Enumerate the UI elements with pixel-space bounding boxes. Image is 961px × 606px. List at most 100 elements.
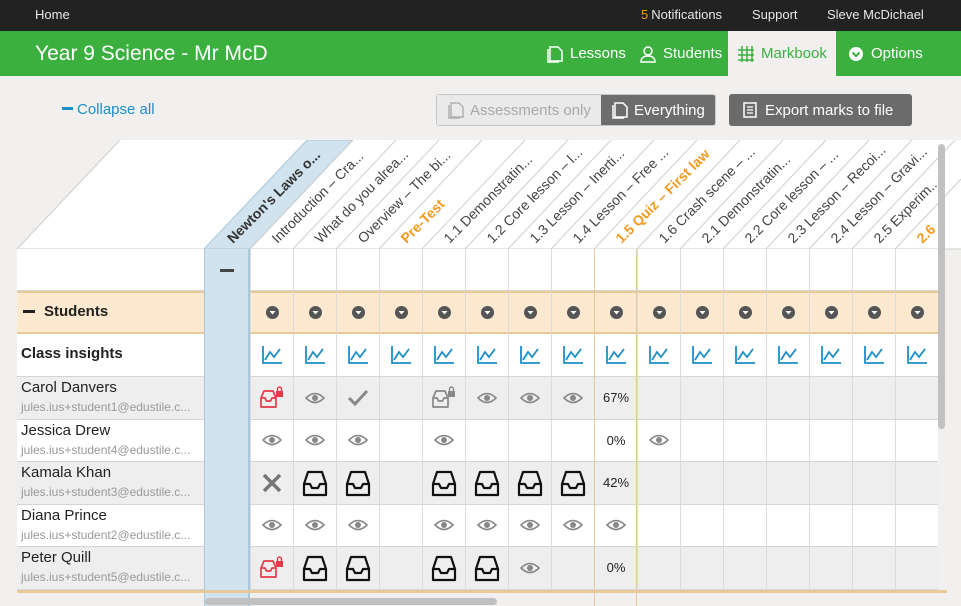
mark-cell[interactable]: [766, 504, 809, 547]
column-dropdown[interactable]: [594, 291, 637, 334]
class-insights-button[interactable]: [594, 334, 637, 377]
mark-cell[interactable]: [508, 462, 551, 505]
mark-cell[interactable]: [293, 419, 336, 462]
column-dropdown[interactable]: [336, 291, 379, 334]
mark-cell[interactable]: [293, 547, 336, 590]
mark-cell[interactable]: [422, 547, 465, 590]
mark-cell[interactable]: [293, 462, 336, 505]
mark-cell[interactable]: [422, 377, 465, 420]
mark-cell[interactable]: [809, 377, 852, 420]
mark-cell[interactable]: [852, 504, 895, 547]
mark-cell[interactable]: [680, 462, 723, 505]
vertical-scrollbar[interactable]: [938, 144, 945, 429]
column-dropdown[interactable]: [680, 291, 723, 334]
class-insights-button[interactable]: [379, 334, 422, 377]
support-link[interactable]: Support: [752, 7, 798, 22]
column-dropdown[interactable]: [852, 291, 895, 334]
mark-cell[interactable]: [379, 419, 422, 462]
class-insights-button[interactable]: [895, 334, 938, 377]
column-dropdown[interactable]: [637, 291, 680, 334]
mark-cell[interactable]: [336, 419, 379, 462]
mark-cell[interactable]: [852, 547, 895, 590]
mark-cell[interactable]: [895, 377, 938, 420]
mark-cell[interactable]: [809, 504, 852, 547]
mark-cell[interactable]: [809, 419, 852, 462]
student-row-label[interactable]: Carol Danvers jules.ius+student1@edustile…: [17, 377, 204, 420]
class-insights-button[interactable]: [422, 334, 465, 377]
class-insights-button[interactable]: [250, 334, 293, 377]
mark-cell[interactable]: [250, 377, 293, 420]
mark-cell[interactable]: [895, 419, 938, 462]
column-dropdown[interactable]: [293, 291, 336, 334]
everything-button[interactable]: Everything: [601, 95, 715, 125]
mark-cell[interactable]: [551, 419, 594, 462]
mark-cell[interactable]: [336, 377, 379, 420]
student-row-label[interactable]: Peter Quill jules.ius+student5@edustile.c…: [17, 547, 204, 590]
mark-cell[interactable]: [465, 462, 508, 505]
tab-options[interactable]: Options: [838, 31, 932, 76]
mark-cell[interactable]: [637, 547, 680, 590]
notifications-link[interactable]: 5 Notifications: [641, 7, 722, 22]
mark-cell[interactable]: [723, 547, 766, 590]
mark-cell[interactable]: [250, 547, 293, 590]
tab-lessons[interactable]: Lessons: [537, 31, 635, 76]
mark-cell[interactable]: [508, 504, 551, 547]
class-insights-button[interactable]: [508, 334, 551, 377]
class-insights-button[interactable]: [723, 334, 766, 377]
class-insights-button[interactable]: [680, 334, 723, 377]
mark-cell[interactable]: [336, 504, 379, 547]
horizontal-scrollbar[interactable]: [205, 598, 497, 605]
mark-cell[interactable]: [508, 547, 551, 590]
mark-cell[interactable]: [465, 377, 508, 420]
mark-cell[interactable]: [852, 419, 895, 462]
export-marks-button[interactable]: Export marks to file: [729, 94, 912, 126]
mark-cell[interactable]: [852, 377, 895, 420]
column-dropdown[interactable]: [465, 291, 508, 334]
score-cell[interactable]: 67%: [594, 377, 637, 420]
mark-cell[interactable]: [293, 377, 336, 420]
mark-cell[interactable]: [551, 462, 594, 505]
mark-cell[interactable]: [766, 462, 809, 505]
mark-cell[interactable]: [379, 547, 422, 590]
mark-cell[interactable]: [422, 419, 465, 462]
mark-cell[interactable]: [723, 504, 766, 547]
home-link[interactable]: Home: [35, 7, 70, 22]
mark-cell[interactable]: [809, 547, 852, 590]
mark-cell[interactable]: [250, 504, 293, 547]
mark-cell[interactable]: [336, 462, 379, 505]
mark-cell[interactable]: [508, 377, 551, 420]
class-insights-button[interactable]: [551, 334, 594, 377]
mark-cell[interactable]: [465, 547, 508, 590]
column-dropdown[interactable]: [250, 291, 293, 334]
score-cell[interactable]: 0%: [594, 419, 637, 462]
column-dropdown[interactable]: [809, 291, 852, 334]
class-insights-button[interactable]: [637, 334, 680, 377]
mark-cell[interactable]: [766, 547, 809, 590]
mark-cell[interactable]: [637, 419, 680, 462]
column-dropdown[interactable]: [379, 291, 422, 334]
column-dropdown[interactable]: [766, 291, 809, 334]
mark-cell[interactable]: [508, 419, 551, 462]
mark-cell[interactable]: [336, 547, 379, 590]
mark-cell[interactable]: [895, 462, 938, 505]
mark-cell[interactable]: [250, 419, 293, 462]
mark-cell[interactable]: [379, 377, 422, 420]
assessments-only-button[interactable]: Assessments only: [437, 95, 601, 125]
mark-cell[interactable]: [250, 462, 293, 505]
mark-cell[interactable]: [637, 377, 680, 420]
mark-cell[interactable]: [551, 377, 594, 420]
mark-cell[interactable]: [766, 419, 809, 462]
user-menu[interactable]: Sleve McDichael: [827, 7, 924, 22]
column-dropdown[interactable]: [895, 291, 938, 334]
collapse-all-button[interactable]: Collapse all: [62, 101, 155, 118]
class-insights-button[interactable]: [465, 334, 508, 377]
mark-cell[interactable]: [422, 462, 465, 505]
student-row-label[interactable]: Jessica Drew jules.ius+student4@edustile.…: [17, 419, 204, 462]
class-insights-button[interactable]: [809, 334, 852, 377]
class-insights-button[interactable]: [336, 334, 379, 377]
column-dropdown[interactable]: [422, 291, 465, 334]
mark-cell[interactable]: [293, 504, 336, 547]
class-insights-button[interactable]: [293, 334, 336, 377]
mark-cell[interactable]: [551, 547, 594, 590]
mark-cell[interactable]: [465, 504, 508, 547]
